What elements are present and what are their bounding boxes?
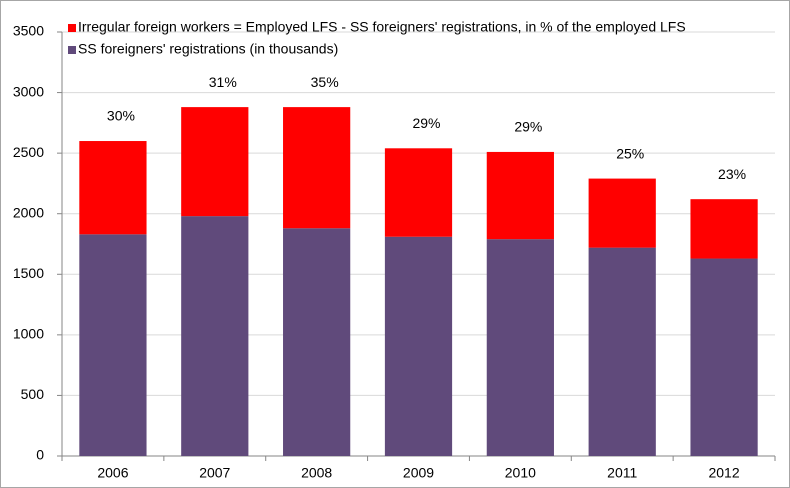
y-tick-label: 3500 <box>13 23 44 39</box>
bar-segment <box>690 199 758 259</box>
y-tick-label: 2500 <box>13 144 44 160</box>
data-label: 30% <box>107 108 135 124</box>
bar-segment <box>384 236 453 456</box>
bar-segment <box>588 178 656 248</box>
legend-label: Irregular foreign workers = Employed LFS… <box>78 19 686 35</box>
legend-swatch <box>68 46 76 54</box>
bar-segment <box>384 148 453 237</box>
data-label: 29% <box>412 115 440 131</box>
x-tick-label: 2006 <box>97 465 128 481</box>
x-tick-label: 2007 <box>199 465 230 481</box>
bar-segment <box>181 107 249 217</box>
bar-segment <box>588 247 656 456</box>
data-label: 25% <box>616 145 644 161</box>
x-tick-label: 2010 <box>505 465 536 481</box>
x-tick-label: 2009 <box>403 465 434 481</box>
data-label: 23% <box>718 166 746 182</box>
data-label: 29% <box>514 119 542 135</box>
y-tick-label: 2000 <box>13 204 44 220</box>
bar-segment <box>486 239 554 456</box>
bar-segment <box>690 258 758 456</box>
data-label: 31% <box>209 74 237 90</box>
legend-label: SS foreigners' registrations (in thousan… <box>78 41 338 57</box>
bar-segment <box>79 234 147 456</box>
legend-swatch <box>68 24 76 32</box>
y-tick-label: 0 <box>36 447 44 463</box>
x-tick-label: 2011 <box>607 465 637 481</box>
y-tick-label: 500 <box>21 386 45 402</box>
x-tick-label: 2008 <box>301 465 332 481</box>
y-tick-label: 1500 <box>13 265 44 281</box>
bar-segment <box>181 216 249 456</box>
x-tick-label: 2012 <box>708 465 739 481</box>
bar-segment <box>283 107 351 229</box>
bar-segment <box>283 228 351 456</box>
bar-segment <box>79 141 147 235</box>
bar-segment <box>486 151 554 240</box>
data-label: 35% <box>311 74 339 90</box>
y-tick-label: 3000 <box>13 83 44 99</box>
y-tick-label: 1000 <box>13 326 44 342</box>
